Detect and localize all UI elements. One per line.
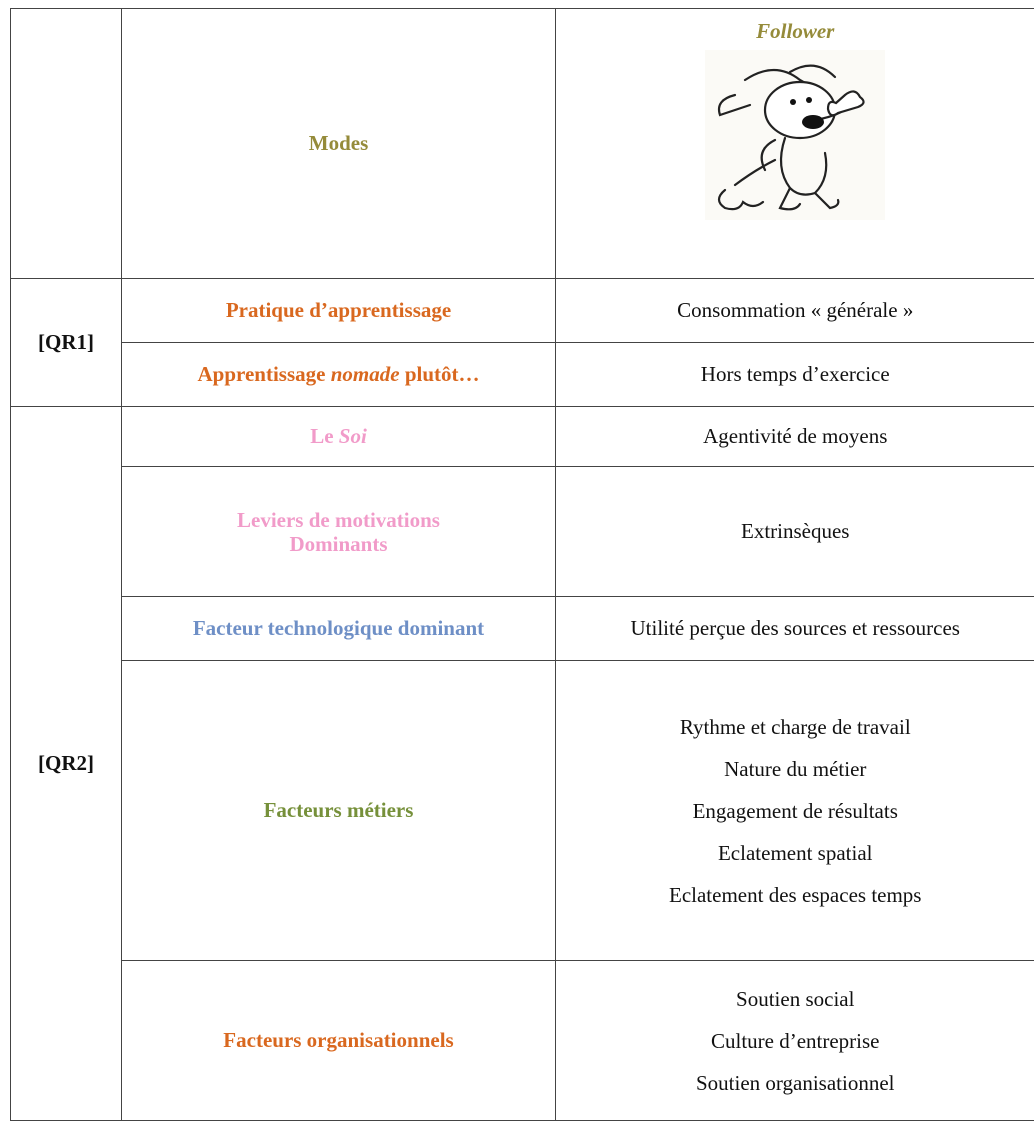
value-text: Eclatement des espaces temps [560,874,1031,916]
factor-cell: Le Soi [122,407,556,467]
group-label: [QR2] [38,751,94,775]
factor-label: nomade [331,362,400,386]
row: Apprentissage nomade plutôt… Hors temps … [11,343,1034,407]
factor-label: plutôt… [400,362,480,386]
group-label-cell: [QR2] [11,407,122,1121]
factor-cell: Facteur technologique dominant [122,597,556,661]
factor-label: Soi [339,424,367,448]
value-text: Engagement de résultats [560,790,1031,832]
follower-label: Follower [560,19,1031,44]
dog-illustration [705,50,885,220]
follower-cell: Follower [556,9,1034,279]
factor-label: Facteurs organisationnels [223,1028,453,1052]
group-label: [QR1] [38,330,94,354]
row: Facteurs métiers Rythme et charge de tra… [11,661,1034,961]
value-text: Soutien organisationnel [560,1062,1031,1104]
mode-table: Modes Follower [10,8,1034,1121]
factor-label: Leviers de motivations [126,508,551,532]
modes-cell: Modes [122,9,556,279]
factor-label: Le [310,424,339,448]
row: [QR2] Le Soi Agentivité de moyens [11,407,1034,467]
factor-label: Pratique d’apprentissage [226,298,451,322]
value-cell: Rythme et charge de travail Nature du mé… [556,661,1034,961]
value-text: Extrinsèques [741,519,849,543]
value-text: Soutien social [560,978,1031,1020]
row: Facteurs organisationnels Soutien social… [11,961,1034,1121]
factor-label: Facteurs métiers [264,798,414,822]
factor-label: Facteur technologique dominant [193,616,484,640]
value-text: Eclatement spatial [560,832,1031,874]
value-text: Hors temps d’exercice [701,362,890,386]
value-text: Culture d’entreprise [560,1020,1031,1062]
corner-cell [11,9,122,279]
factor-cell: Facteurs métiers [122,661,556,961]
factor-cell: Facteurs organisationnels [122,961,556,1121]
modes-label: Modes [309,131,369,155]
value-cell: Consommation « générale » [556,279,1034,343]
value-cell: Soutien social Culture d’entreprise Sout… [556,961,1034,1121]
value-cell: Agentivité de moyens [556,407,1034,467]
value-text: Consommation « générale » [677,298,913,322]
value-cell: Hors temps d’exercice [556,343,1034,407]
value-text: Rythme et charge de travail [560,706,1031,748]
factor-cell: Apprentissage nomade plutôt… [122,343,556,407]
value-cell: Extrinsèques [556,467,1034,597]
factor-cell: Pratique d’apprentissage [122,279,556,343]
factor-label: Dominants [126,532,551,556]
value-text: Nature du métier [560,748,1031,790]
value-cell: Utilité perçue des sources et ressources [556,597,1034,661]
row: Facteur technologique dominant Utilité p… [11,597,1034,661]
factor-label: Apprentissage [198,362,331,386]
group-label-cell: [QR1] [11,279,122,407]
header-row: Modes Follower [11,9,1034,279]
row: [QR1] Pratique d’apprentissage Consommat… [11,279,1034,343]
value-text: Utilité perçue des sources et ressources [631,616,960,640]
value-text: Agentivité de moyens [703,424,887,448]
